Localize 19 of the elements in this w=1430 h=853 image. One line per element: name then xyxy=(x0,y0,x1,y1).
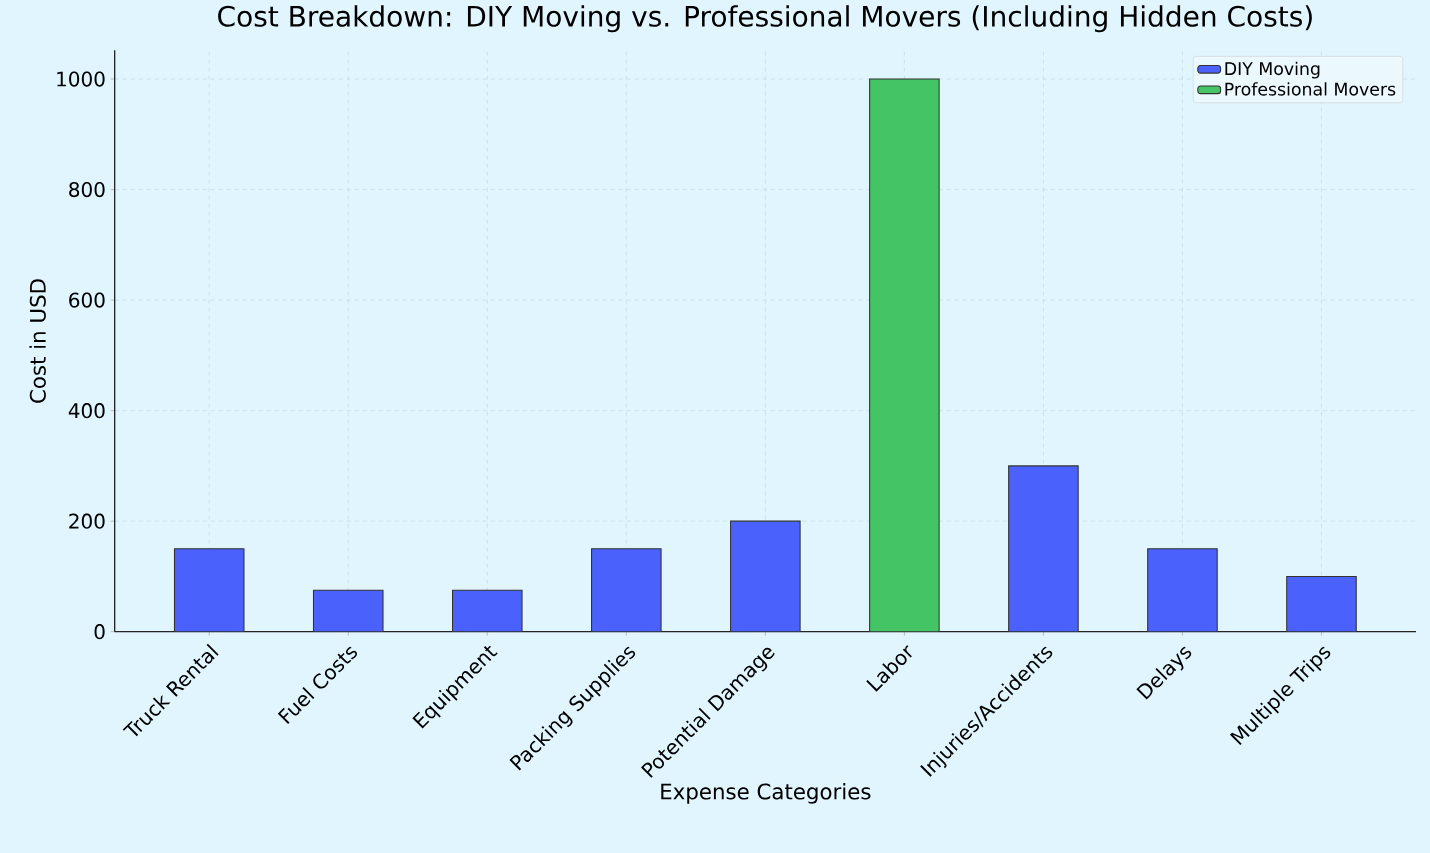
y-tick-label: 400 xyxy=(68,403,105,419)
bar xyxy=(1008,465,1079,632)
bar xyxy=(1286,575,1357,632)
y-axis-title: Cost in USD xyxy=(29,279,46,403)
bar xyxy=(730,520,801,632)
y-tick-label: 600 xyxy=(69,292,105,308)
legend-label: DIY Moving xyxy=(1225,61,1320,79)
y-tick-label: 0 xyxy=(94,624,105,640)
bar xyxy=(1147,548,1218,632)
legend-label: Professional Movers xyxy=(1225,82,1396,96)
y-tick-label: 200 xyxy=(69,513,105,529)
chart-title: Cost Breakdown: DIY Moving vs. Professional Movers (Including Hidden Costs) xyxy=(218,5,1312,33)
bar xyxy=(312,589,384,632)
bar xyxy=(173,548,245,632)
bar xyxy=(451,589,523,632)
y-tick-label: 1000 xyxy=(57,71,105,87)
bar xyxy=(591,548,662,632)
x-axis-title: Expense Categories xyxy=(661,783,871,804)
y-tick-label: 800 xyxy=(69,182,105,198)
